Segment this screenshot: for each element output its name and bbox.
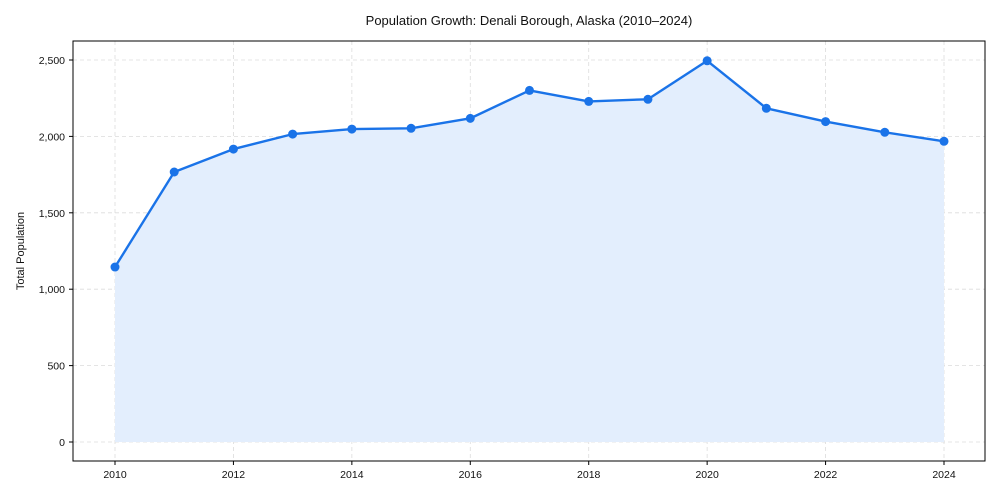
y-tick-label: 2,500 — [39, 55, 65, 67]
y-axis: 0 500 1,000 1,500 2,000 2,500 — [39, 55, 73, 449]
plot-frame — [72, 40, 986, 462]
x-tick-label: 2024 — [932, 469, 956, 481]
y-tick-label: 0 — [59, 437, 65, 449]
data-point — [347, 124, 357, 134]
data-point — [288, 129, 298, 139]
x-tick-label: 2022 — [814, 469, 838, 481]
chart-title: Population Growth: Denali Borough, Alask… — [366, 13, 693, 28]
y-tick-label: 500 — [47, 361, 65, 373]
data-point — [406, 123, 416, 133]
x-axis: 2010 2012 2014 2016 2018 2020 2022 2024 — [103, 461, 956, 481]
x-tick-label: 2014 — [340, 469, 364, 481]
data-point — [939, 136, 949, 146]
y-tick-label: 1,000 — [39, 284, 65, 296]
y-tick-label: 1,500 — [39, 208, 65, 220]
y-tick-label: 2,000 — [39, 131, 65, 143]
data-point — [821, 117, 831, 127]
area-fill — [115, 60, 944, 442]
x-tick-label: 2018 — [577, 469, 601, 481]
data-point — [169, 167, 179, 177]
data-point — [110, 262, 120, 272]
x-tick-label: 2016 — [459, 469, 483, 481]
x-tick-label: 2020 — [695, 469, 719, 481]
data-point — [465, 113, 475, 123]
data-points — [110, 56, 949, 272]
data-point — [643, 94, 653, 104]
data-point — [584, 96, 594, 106]
data-point — [702, 56, 712, 66]
y-axis-label: Total Population — [15, 212, 27, 290]
data-point — [880, 127, 890, 137]
x-tick-label: 2012 — [222, 469, 246, 481]
x-tick-label: 2010 — [103, 469, 127, 481]
data-point — [228, 144, 238, 154]
data-point — [761, 103, 771, 113]
data-point — [525, 85, 534, 95]
